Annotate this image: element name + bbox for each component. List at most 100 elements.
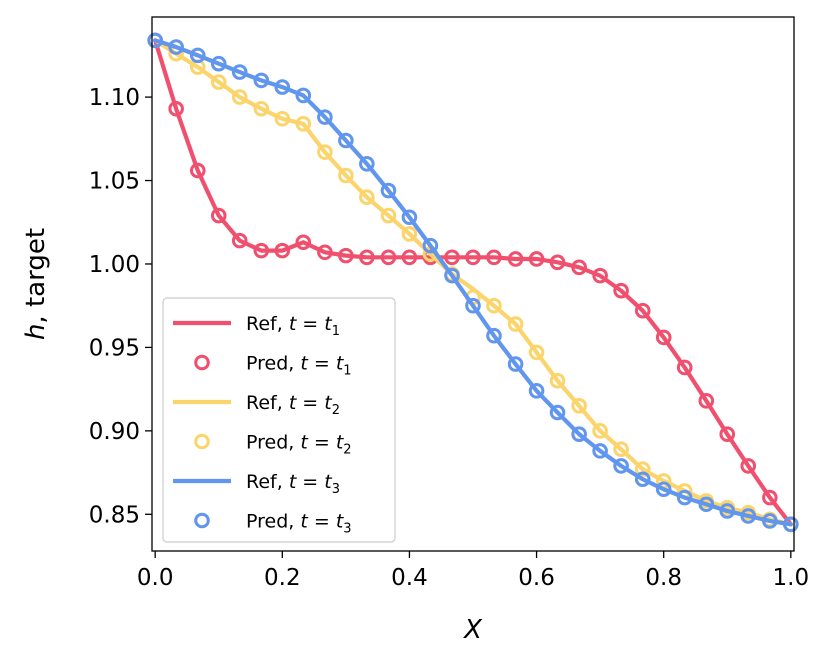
- series-3-point: [274, 110, 291, 127]
- series-3-point: [634, 461, 651, 478]
- x-tick-label: 1.0: [773, 565, 810, 591]
- legend-marker-swatch: [194, 354, 210, 371]
- series-5-point: [740, 508, 757, 524]
- series-3-point: [295, 116, 312, 132]
- y-tick-label: 0.90: [89, 419, 140, 445]
- series-3-point: [380, 207, 397, 224]
- series-5-point: [528, 383, 545, 399]
- series-1-point: [189, 162, 206, 179]
- series-1-point: [613, 282, 629, 299]
- series-1-point: [295, 234, 312, 251]
- series-5-point: [444, 267, 460, 284]
- series-1-point: [676, 359, 693, 376]
- series-1-point: [486, 249, 502, 266]
- series-3-point: [253, 100, 270, 117]
- series-3-point: [549, 372, 566, 389]
- series-5-point: [380, 182, 397, 199]
- series-5-point: [338, 132, 354, 149]
- legend-entry-label: Ref, t = t1: [246, 313, 340, 339]
- series-1-point: [507, 251, 524, 267]
- series-1-point: [359, 249, 375, 266]
- series-1-point: [549, 254, 566, 271]
- series-1-point: [571, 259, 587, 276]
- series-1-point: [592, 267, 608, 284]
- y-tick-label: 0.95: [89, 335, 140, 361]
- series-1-point: [740, 458, 757, 474]
- series-3-point: [359, 189, 375, 206]
- series-5-point: [634, 471, 651, 488]
- series-1-point: [380, 249, 397, 266]
- series-3-point: [210, 74, 227, 90]
- series-5-point: [655, 481, 672, 498]
- series-1-point: [274, 242, 291, 259]
- series-1-point: [634, 302, 651, 319]
- series-5-point: [592, 443, 608, 459]
- series-5-point: [210, 55, 227, 72]
- series-5-point: [401, 209, 418, 226]
- legend-entry-label: Pred, t = t3: [246, 511, 352, 537]
- legend-marker-swatch: [194, 512, 210, 529]
- legend: Ref, t = t1 Pred, t = t1 Ref, t = t2 Pred, …: [162, 297, 396, 543]
- series-3-point: [592, 423, 608, 439]
- plot-frame: [151, 16, 795, 552]
- legend-entry-label: Pred, t = t1: [246, 353, 352, 379]
- series-5-point: [253, 72, 270, 89]
- y-tick-label: 1.05: [89, 169, 140, 195]
- series-1-point: [762, 489, 778, 506]
- series-1-point: [444, 249, 460, 266]
- series-1-point: [698, 393, 715, 409]
- series-3-point: [507, 316, 524, 332]
- y-tick-label: 1.00: [89, 252, 140, 278]
- series-5-point: [359, 156, 375, 172]
- y-axis-label: h, target: [21, 228, 51, 340]
- series-5-point: [762, 513, 778, 529]
- series-line-0: [153, 38, 793, 527]
- x-tick-label: 0.2: [264, 565, 301, 591]
- series-3-point: [486, 297, 502, 314]
- series-3-point: [401, 226, 418, 242]
- series-5-point: [613, 458, 629, 474]
- series-3-point: [317, 144, 333, 160]
- series-1-point: [655, 329, 672, 346]
- x-tick-label: 0.4: [391, 565, 428, 591]
- series-5-point: [719, 503, 736, 519]
- series-5-point: [698, 496, 715, 513]
- series-3-point: [528, 344, 545, 361]
- legend-entry-label: Ref, t = t3: [246, 471, 340, 497]
- series-3-point: [613, 441, 629, 458]
- series-5-point: [571, 426, 587, 442]
- x-tick-label: 0.0: [137, 565, 174, 591]
- series-5-point: [507, 356, 524, 372]
- series-5-point: [549, 404, 566, 421]
- series-5-point: [189, 47, 206, 64]
- series-3-point: [231, 89, 248, 105]
- series-5-point: [317, 109, 333, 125]
- series-5-point: [465, 297, 481, 314]
- series-5-point: [147, 32, 163, 49]
- x-axis-label: X: [462, 615, 483, 645]
- series-5-point: [783, 516, 799, 533]
- series-layer: [147, 32, 799, 533]
- series-5-point: [168, 39, 184, 55]
- series-1-point: [210, 207, 227, 224]
- series-5-point: [231, 64, 248, 80]
- series-5-point: [676, 489, 693, 506]
- series-5-point: [422, 237, 439, 254]
- y-tick-label: 1.10: [89, 85, 140, 111]
- series-1-point: [338, 247, 354, 264]
- ticks-layer: 0.0 0.2 0.4 0.6 0.8 1.0 0.85 0.90 0.95 1.00 1.05 1.…: [89, 85, 809, 591]
- series-line-4: [153, 38, 793, 527]
- series-1-point: [465, 249, 481, 266]
- legend-entry-label: Pred, t = t2: [246, 432, 352, 458]
- y-tick-label: 0.85: [89, 502, 140, 528]
- series-1-point: [231, 232, 248, 249]
- series-5-point: [295, 87, 312, 104]
- series-3-point: [571, 398, 587, 414]
- series-1-point: [168, 100, 184, 117]
- series-5-point: [274, 79, 291, 95]
- series-1-point: [317, 244, 333, 261]
- legend-marker-swatch: [194, 433, 210, 450]
- series-1-point: [401, 249, 418, 266]
- series-5-point: [486, 327, 502, 344]
